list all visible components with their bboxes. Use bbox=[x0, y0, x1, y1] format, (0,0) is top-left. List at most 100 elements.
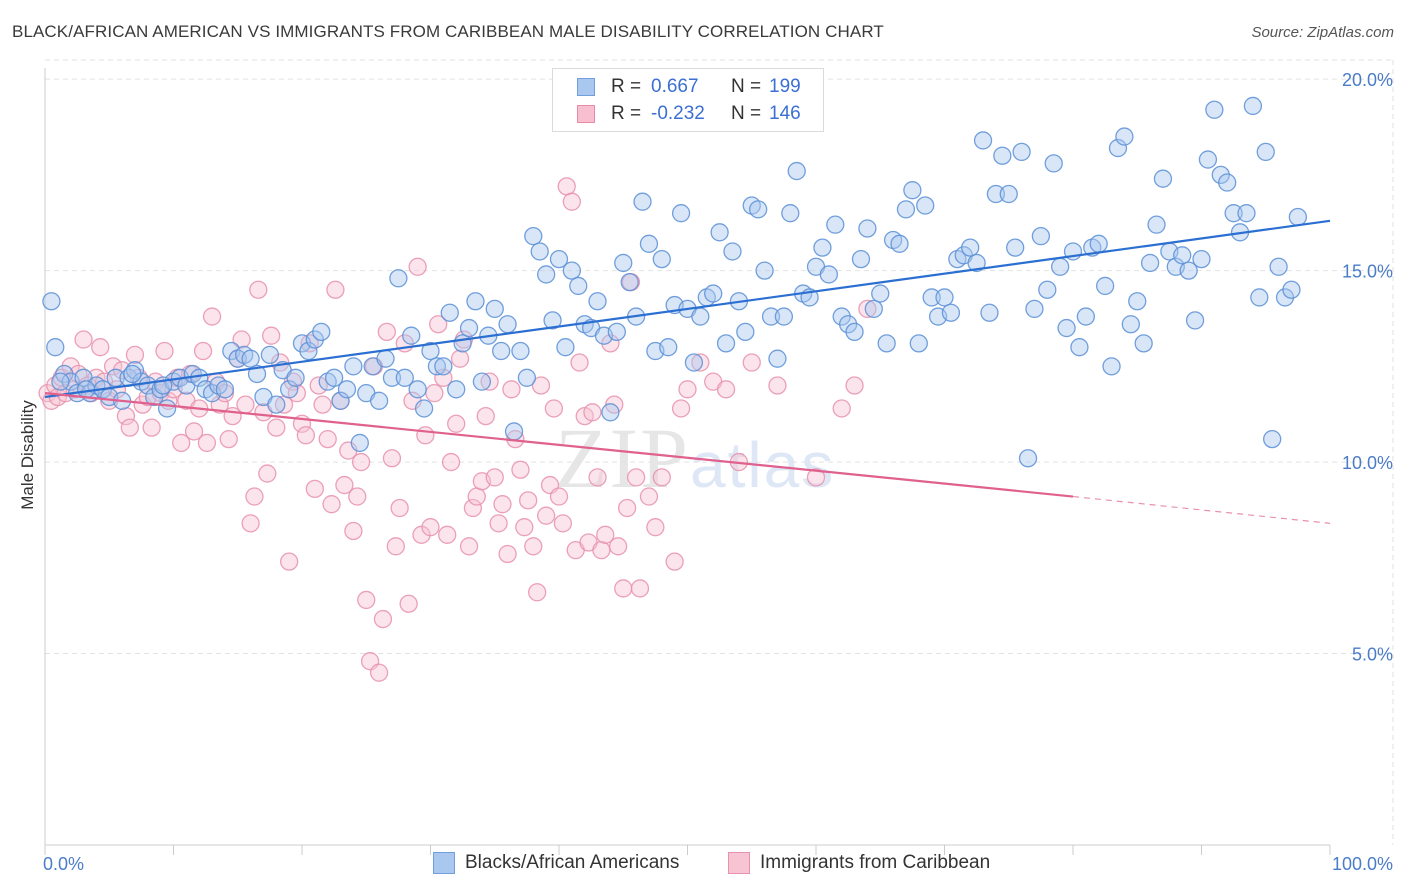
point-blacks bbox=[1057, 318, 1076, 338]
point-immigrants bbox=[399, 594, 418, 613]
point-blacks bbox=[1140, 253, 1160, 273]
point-immigrants bbox=[262, 326, 281, 345]
point-blacks bbox=[459, 318, 479, 338]
point-immigrants bbox=[357, 590, 376, 610]
point-blacks bbox=[858, 219, 877, 238]
watermark-zip: ZIP bbox=[555, 410, 690, 506]
point-blacks bbox=[1153, 169, 1173, 188]
point-blacks bbox=[241, 349, 260, 368]
point-immigrants bbox=[639, 487, 659, 506]
bottom-legend-label-immigrants: Immigrants from Caribbean bbox=[760, 852, 991, 873]
point-blacks bbox=[935, 288, 954, 307]
point-blacks bbox=[1128, 292, 1147, 311]
point-immigrants bbox=[596, 525, 615, 544]
point-blacks bbox=[498, 315, 517, 334]
point-immigrants bbox=[236, 395, 255, 414]
point-blacks bbox=[247, 364, 267, 384]
point-blacks bbox=[76, 380, 96, 399]
grid-lines bbox=[45, 59, 1395, 845]
point-blacks bbox=[967, 253, 986, 273]
point-blacks bbox=[569, 276, 588, 296]
point-blacks bbox=[890, 234, 909, 253]
y-tick-label: 15.0% bbox=[1342, 262, 1393, 282]
point-blacks bbox=[1025, 299, 1044, 319]
point-blacks bbox=[382, 368, 402, 387]
point-blacks bbox=[749, 200, 768, 219]
point-immigrants bbox=[348, 487, 367, 506]
trend-lines bbox=[44, 219, 1331, 524]
point-blacks bbox=[826, 215, 845, 234]
point-immigrants bbox=[553, 514, 573, 533]
point-blacks bbox=[51, 372, 70, 391]
point-blacks bbox=[1269, 257, 1288, 276]
point-blacks bbox=[614, 253, 633, 273]
chart-source: Source: ZipAtlas.com bbox=[1251, 24, 1394, 41]
point-blacks bbox=[1237, 204, 1256, 223]
point-blacks bbox=[1070, 338, 1089, 357]
point-immigrants bbox=[193, 341, 213, 361]
point-blacks bbox=[1224, 204, 1243, 223]
point-immigrants bbox=[74, 330, 93, 349]
point-immigrants bbox=[498, 544, 517, 564]
point-immigrants bbox=[665, 552, 684, 571]
point-blacks bbox=[1192, 249, 1211, 269]
point-immigrants bbox=[232, 330, 251, 349]
point-blacks bbox=[755, 261, 774, 280]
legend-r-value: -0.232 bbox=[651, 103, 705, 124]
point-immigrants bbox=[120, 418, 139, 437]
point-blacks bbox=[716, 334, 736, 353]
point-immigrants bbox=[845, 376, 864, 395]
point-immigrants bbox=[351, 452, 371, 472]
point-immigrants bbox=[459, 537, 479, 556]
point-immigrants bbox=[369, 663, 389, 682]
point-blacks bbox=[601, 403, 620, 422]
bottom-legend-swatch-blue bbox=[433, 852, 455, 874]
point-blacks bbox=[1205, 100, 1224, 119]
point-blacks bbox=[447, 380, 466, 399]
point-blacks bbox=[639, 234, 659, 253]
point-immigrants bbox=[267, 418, 286, 437]
chart-title: BLACK/AFRICAN AMERICAN VS IMMIGRANTS FRO… bbox=[12, 22, 884, 41]
point-immigrants bbox=[142, 418, 161, 437]
point-immigrants bbox=[313, 395, 332, 414]
point-blacks bbox=[704, 284, 723, 303]
point-immigrants bbox=[557, 177, 576, 196]
point-blacks bbox=[324, 368, 344, 387]
point-immigrants bbox=[480, 372, 499, 391]
point-blacks bbox=[260, 345, 280, 365]
point-blacks bbox=[1018, 449, 1038, 468]
point-blacks bbox=[871, 284, 890, 303]
point-blacks bbox=[986, 184, 1006, 204]
point-blacks bbox=[1076, 307, 1095, 326]
point-immigrants bbox=[549, 487, 569, 506]
y-axis-label: Male Disability bbox=[18, 400, 37, 510]
point-immigrants bbox=[258, 464, 277, 483]
point-blacks bbox=[1288, 207, 1308, 227]
point-immigrants bbox=[502, 380, 521, 399]
axis-labels: 5.0% 10.0% 15.0% 20.0% 0.0% 100.0% Male Disabi… bbox=[18, 70, 1393, 874]
point-immigrants bbox=[832, 399, 851, 418]
legend-swatch-pink bbox=[577, 105, 595, 123]
point-blacks bbox=[903, 181, 922, 200]
point-immigrants bbox=[511, 460, 530, 479]
point-blacks bbox=[787, 161, 806, 181]
bottom-legend-immigrants: Immigrants from Caribbean bbox=[728, 852, 990, 874]
point-blacks bbox=[1108, 138, 1128, 158]
point-blacks bbox=[543, 311, 562, 330]
point-blacks bbox=[524, 226, 543, 246]
point-immigrants bbox=[614, 579, 633, 598]
point-blacks bbox=[1134, 334, 1153, 353]
point-immigrants bbox=[716, 380, 736, 399]
point-blacks bbox=[157, 399, 177, 418]
point-blacks bbox=[710, 223, 729, 242]
point-blacks bbox=[312, 322, 331, 342]
y-tick-label: 20.0% bbox=[1342, 70, 1393, 90]
point-blacks bbox=[1031, 226, 1051, 246]
point-immigrants bbox=[447, 414, 466, 433]
point-blacks bbox=[877, 334, 896, 353]
point-blacks bbox=[492, 341, 511, 361]
point-blacks bbox=[511, 341, 530, 361]
point-immigrants bbox=[678, 380, 697, 399]
point-blacks bbox=[909, 334, 928, 353]
